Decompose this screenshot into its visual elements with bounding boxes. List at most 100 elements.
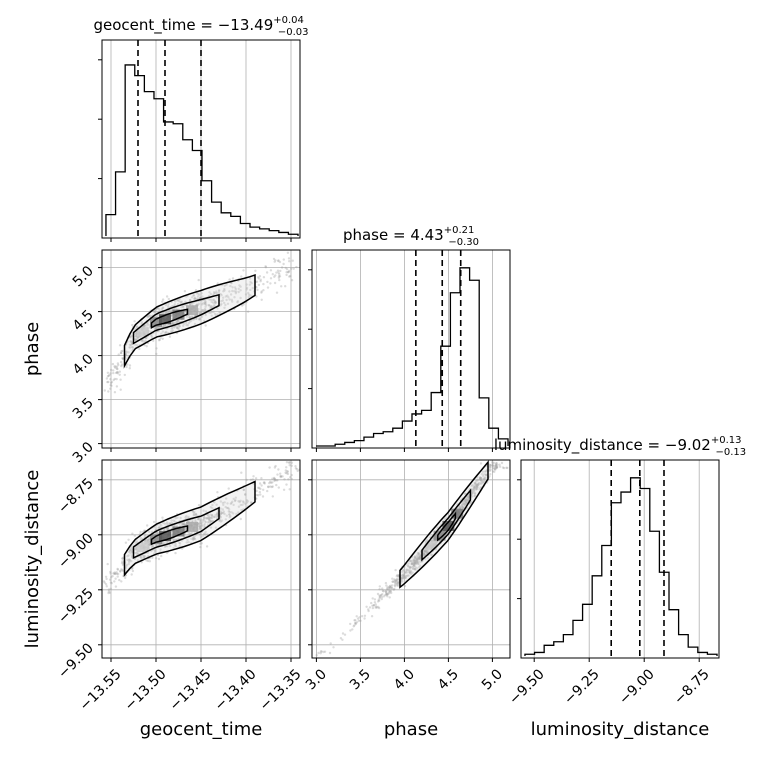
- scatter-point: [103, 389, 107, 392]
- scatter-point: [201, 295, 204, 298]
- scatter-point: [200, 524, 204, 528]
- scatter-point: [170, 521, 173, 525]
- scatter-point: [231, 500, 234, 503]
- scatter-point: [190, 315, 193, 318]
- scatter-point: [226, 294, 229, 297]
- scatter-point: [285, 483, 288, 486]
- scatter-point: [119, 360, 123, 364]
- scatter-point: [162, 324, 166, 327]
- scatter-point: [126, 558, 129, 561]
- scatter-point: [192, 294, 195, 297]
- scatter-point: [189, 302, 192, 305]
- scatter-point: [159, 523, 162, 526]
- scatter-point: [164, 311, 168, 314]
- scatter-point: [197, 302, 201, 306]
- scatter-point: [289, 476, 292, 479]
- scatter-point: [175, 524, 178, 527]
- scatter-point: [213, 302, 217, 305]
- scatter-point: [226, 506, 229, 510]
- scatter-point: [114, 371, 118, 375]
- scatter-point: [109, 572, 112, 575]
- scatter-point: [212, 292, 216, 295]
- scatter-point: [156, 327, 159, 330]
- scatter-point: [116, 372, 120, 375]
- scatter-point: [188, 299, 192, 302]
- scatter-point: [245, 478, 248, 482]
- scatter-point: [188, 316, 192, 319]
- scatter-point: [256, 276, 260, 279]
- scatter-point: [173, 303, 176, 306]
- scatter-point: [352, 625, 355, 628]
- scatter-point: [220, 511, 224, 515]
- scatter-point: [121, 349, 124, 353]
- scatter-point: [279, 474, 282, 478]
- scatter-point: [163, 522, 167, 525]
- scatter-point: [201, 302, 205, 305]
- scatter-point: [115, 367, 119, 370]
- scatter-point: [161, 330, 165, 333]
- scatter-point: [200, 292, 203, 295]
- scatter-point: [200, 523, 203, 526]
- scatter-point: [198, 311, 201, 315]
- scatter-point: [178, 300, 181, 303]
- scatter-point: [131, 345, 134, 349]
- scatter-point: [115, 571, 118, 574]
- scatter-point: [109, 372, 112, 375]
- scatter-point: [117, 363, 120, 367]
- density-core: [136, 305, 198, 337]
- scatter-point: [166, 305, 170, 308]
- scatter-point: [203, 523, 206, 526]
- scatter-point: [198, 318, 201, 321]
- scatter-point: [129, 340, 133, 343]
- scatter-point: [171, 321, 174, 324]
- scatter-point: [141, 339, 144, 342]
- scatter-point: [196, 295, 200, 298]
- scatter-point: [373, 598, 377, 601]
- scatter-point: [267, 485, 270, 489]
- scatter-point: [153, 327, 156, 331]
- scatter-point: [104, 583, 108, 586]
- scatter-point: [266, 286, 270, 289]
- scatter-point: [259, 493, 262, 496]
- scatter-point: [491, 460, 494, 464]
- scatter-point: [129, 346, 132, 349]
- scatter-point: [255, 295, 258, 298]
- x-axis-label-geocent_time: geocent_time: [140, 719, 263, 740]
- scatter-point: [113, 377, 117, 381]
- scatter-point: [263, 482, 266, 485]
- scatter-point: [201, 520, 204, 524]
- scatter-point: [161, 298, 165, 301]
- scatter-point: [208, 291, 211, 294]
- scatter-point: [193, 297, 196, 300]
- scatter-point: [147, 323, 150, 327]
- scatter-point: [189, 298, 192, 302]
- scatter-point: [125, 563, 129, 567]
- scatter-point: [197, 523, 200, 526]
- scatter-point: [112, 369, 115, 372]
- scatter-point: [276, 473, 279, 476]
- scatter-point: [102, 580, 106, 583]
- scatter-point: [358, 616, 361, 619]
- scatter-point: [133, 338, 137, 341]
- scatter-point: [128, 558, 131, 561]
- scatter-point: [127, 559, 130, 562]
- scatter-point: [265, 271, 269, 274]
- scatter-point: [221, 299, 225, 302]
- scatter-point: [274, 274, 277, 277]
- scatter-point: [128, 559, 132, 562]
- scatter-point: [138, 347, 141, 351]
- scatter-point: [129, 336, 132, 339]
- scatter-point: [223, 501, 226, 504]
- scatter-point: [236, 301, 239, 304]
- scatter-point: [106, 562, 109, 566]
- scatter-point: [152, 339, 155, 342]
- y-tick-label: 5.0: [70, 263, 97, 290]
- scatter-point: [187, 316, 191, 319]
- scatter-point: [199, 296, 202, 300]
- scatter-point: [109, 587, 113, 590]
- scatter-point: [225, 298, 228, 302]
- scatter-point: [157, 526, 160, 529]
- scatter-point: [226, 302, 230, 305]
- scatter-point: [177, 319, 180, 322]
- scatter-point: [231, 289, 234, 293]
